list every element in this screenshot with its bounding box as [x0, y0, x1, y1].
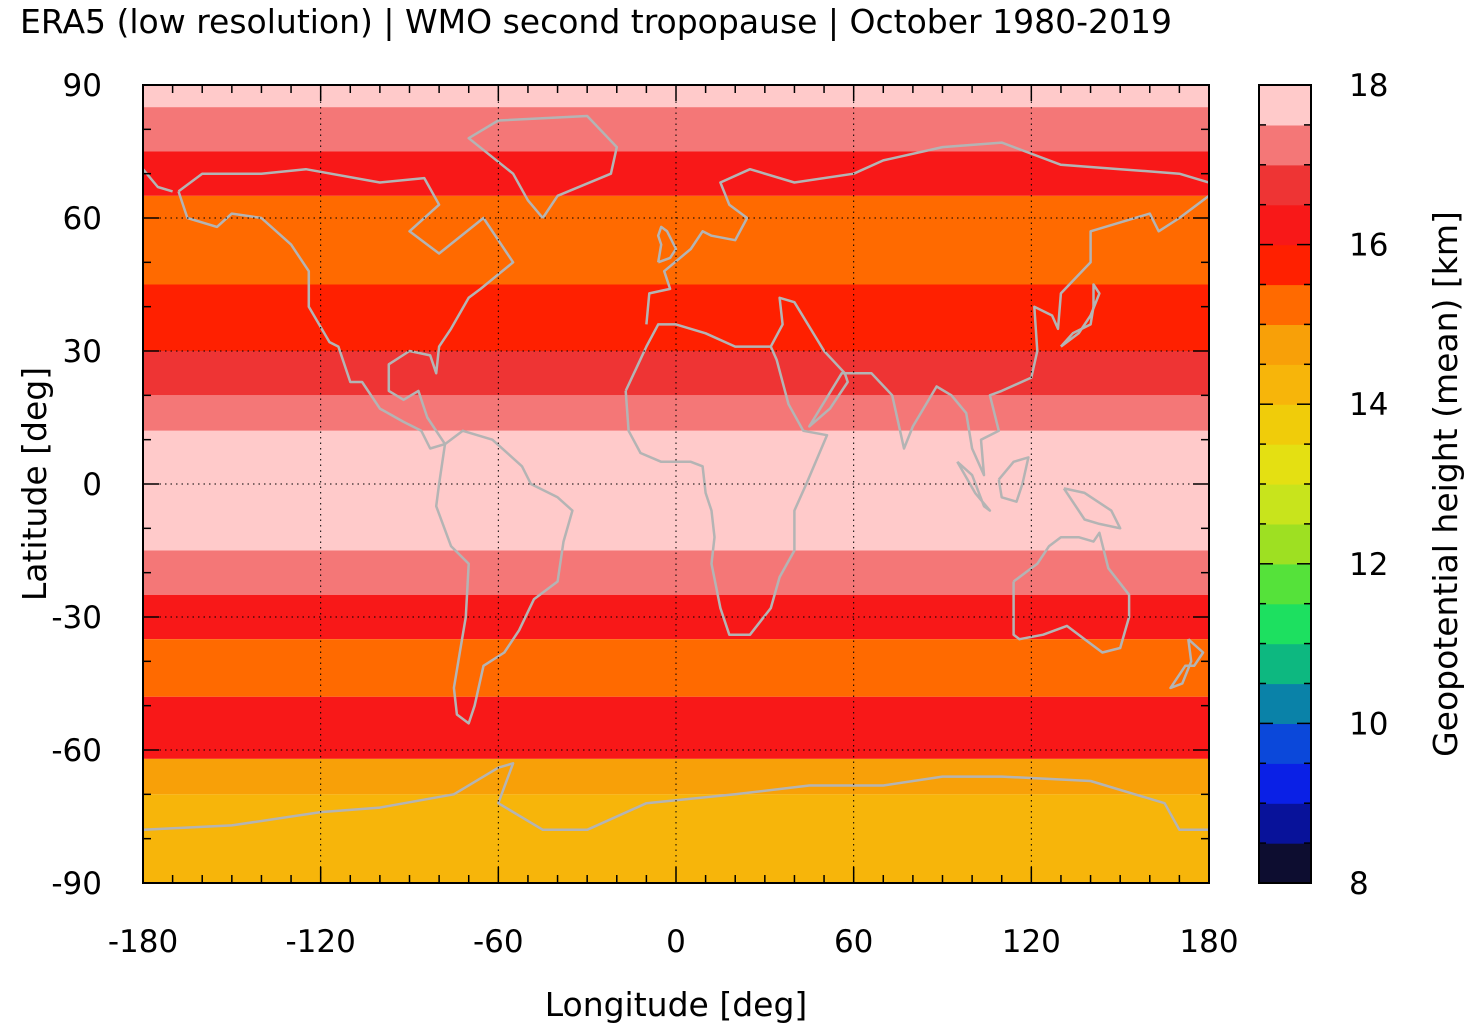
grid-lines	[143, 85, 1209, 883]
colorbar-swatch	[1259, 164, 1311, 206]
y-tick-label: 30	[63, 334, 102, 370]
colorbar-swatch	[1259, 284, 1311, 325]
coastline	[956, 460, 992, 512]
colorbar-swatch	[1259, 244, 1311, 286]
coastline	[1012, 531, 1131, 654]
colorbar-swatch	[1259, 324, 1311, 365]
colorbar-swatch	[1259, 563, 1311, 605]
colorbar-swatch	[1259, 843, 1311, 884]
colorbar-tick-label: 16	[1349, 228, 1388, 264]
colorbar-swatch	[1259, 204, 1311, 246]
coastline	[997, 456, 1030, 503]
axis-ticks	[142, 84, 1210, 884]
colorbar-swatch	[1259, 404, 1311, 445]
x-tick-label: -120	[285, 924, 355, 960]
x-tick-label: -180	[108, 924, 178, 960]
colorbar-swatch	[1259, 683, 1311, 724]
heatmap-band	[143, 639, 1209, 697]
coastline	[1169, 638, 1205, 690]
coastline	[177, 167, 515, 450]
coastline	[624, 323, 829, 636]
x-tick-label: 120	[1002, 924, 1061, 960]
x-tick-label: 60	[834, 924, 873, 960]
y-tick-label: -30	[51, 600, 102, 636]
coastline	[143, 762, 1209, 832]
x-tick-labels: -180 -120 -60 0 60 120 180	[108, 924, 1239, 960]
coastlines	[143, 114, 1209, 832]
colorbar-swatch	[1259, 523, 1311, 565]
colorbar-swatch	[1259, 763, 1311, 804]
coastline	[434, 429, 574, 725]
colorbar-tick-label: 18	[1349, 68, 1388, 104]
x-axis-label: Longitude [deg]	[545, 985, 808, 1024]
colorbar-tick-label: 12	[1349, 547, 1388, 583]
y-axis-label: Latitude [deg]	[15, 367, 54, 601]
heatmap-band	[143, 550, 1209, 595]
colorbar-tick-label: 14	[1349, 387, 1388, 423]
colorbar-swatch	[1259, 364, 1311, 405]
coastline	[143, 168, 173, 193]
colorbar-swatch	[1259, 803, 1311, 844]
heatmap-band	[143, 284, 1209, 351]
y-tick-label: 0	[82, 467, 102, 503]
x-tick-label: 180	[1179, 924, 1238, 960]
heatmap-band	[143, 395, 1209, 431]
colorbar-tick-label: 8	[1349, 866, 1369, 902]
y-tick-label: -60	[51, 733, 102, 769]
coastline	[1062, 487, 1122, 530]
coastline	[656, 225, 678, 264]
colorbar-tick-label: 10	[1349, 706, 1388, 742]
colorbar-swatch	[1259, 85, 1311, 126]
y-tick-label: 90	[63, 68, 102, 104]
colorbar-swatch	[1259, 643, 1311, 685]
y-tick-label: -90	[51, 866, 102, 902]
heatmap-band	[143, 758, 1209, 795]
coastline	[1059, 283, 1101, 348]
colorbar-label: Geopotential height (mean) [km]	[1426, 211, 1465, 757]
colorbar-swatch	[1259, 124, 1311, 166]
chart-title: ERA5 (low resolution) | WMO second tropo…	[20, 2, 1172, 41]
y-tick-label: 60	[63, 201, 102, 237]
coastline	[769, 194, 1209, 477]
colorbar-swatch	[1259, 603, 1311, 645]
colorbar-swatch	[1259, 444, 1311, 485]
y-tick-labels: 90 60 30 0 -30 -60 -90	[51, 68, 102, 902]
colorbar-swatch	[1259, 723, 1311, 764]
x-tick-label: -60	[473, 924, 524, 960]
coastline	[467, 114, 619, 219]
colorbar	[1258, 84, 1312, 884]
colorbar-tick-labels: 18 16 14 12 10 8	[1349, 68, 1388, 902]
x-tick-label: 0	[666, 924, 686, 960]
colorbar-swatch	[1259, 484, 1311, 525]
coastline	[645, 141, 1209, 325]
